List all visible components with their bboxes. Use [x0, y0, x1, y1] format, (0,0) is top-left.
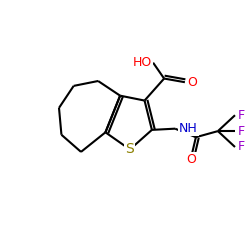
Text: F: F [238, 109, 244, 122]
Text: F: F [238, 124, 244, 138]
Text: HO: HO [133, 56, 152, 69]
Text: O: O [187, 76, 197, 89]
Text: F: F [238, 140, 244, 153]
Text: S: S [126, 142, 134, 156]
Text: O: O [186, 153, 196, 166]
Text: NH: NH [179, 122, 198, 135]
